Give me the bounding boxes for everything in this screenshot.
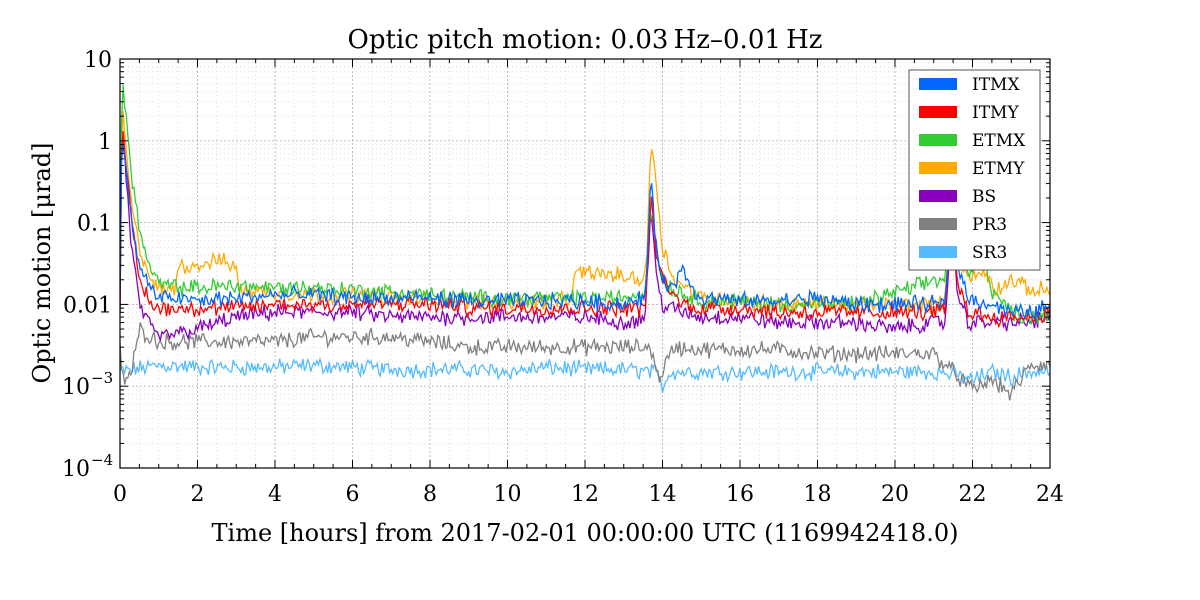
series-line-pr3: [120, 322, 1050, 401]
legend-label-bs: BS: [972, 187, 996, 207]
x-tick-label: 24: [1036, 482, 1064, 507]
y-tick-label: 1: [98, 130, 112, 155]
series-lines: [120, 84, 1050, 401]
legend-swatch-bs: [919, 190, 957, 202]
series-line-itmx: [120, 144, 1050, 320]
y-tick-label: 0.01: [63, 293, 112, 318]
y-tick-exponent: −4: [91, 451, 113, 469]
x-tick-label: 16: [726, 482, 754, 507]
x-tick-label: 18: [804, 482, 832, 507]
series-line-sr3: [120, 356, 1050, 394]
grid: [119, 58, 1051, 469]
legend-swatch-pr3: [919, 218, 957, 230]
chart-title: Optic pitch motion: 0.03 Hz–0.01 Hz: [348, 25, 823, 55]
legend-swatch-etmy: [919, 162, 957, 174]
x-tick-label: 12: [571, 482, 599, 507]
ticks: [119, 58, 1051, 469]
legend-label-itmx: ITMX: [972, 75, 1020, 95]
legend-label-etmx: ETMX: [972, 131, 1026, 151]
legend-label-itmy: ITMY: [972, 103, 1019, 123]
x-tick-label: 2: [191, 482, 205, 507]
x-tick-label: 22: [959, 482, 987, 507]
x-tick-label: 8: [423, 482, 437, 507]
x-tick-label: 14: [649, 482, 677, 507]
y-tick-label: 10: [62, 375, 90, 400]
x-axis-label: Time [hours] from 2017-02-01 00:00:00 UT…: [212, 519, 959, 547]
series-line-itmy: [120, 131, 1050, 329]
y-tick-exponent: −3: [91, 369, 113, 387]
legend-swatch-sr3: [919, 246, 957, 258]
y-tick-label: 0.1: [77, 212, 112, 237]
y-tick-label: 10: [84, 48, 112, 73]
y-axis-label: Optic motion [μrad]: [28, 143, 56, 384]
legend-label-pr3: PR3: [972, 215, 1007, 235]
legend-label-etmy: ETMY: [972, 159, 1025, 179]
x-tick-label: 0: [113, 482, 127, 507]
legend-swatch-itmx: [919, 78, 957, 90]
y-tick-label: 10: [62, 457, 90, 482]
x-tick-label: 4: [268, 482, 282, 507]
x-tick-label: 6: [346, 482, 360, 507]
x-tick-label: 20: [881, 482, 909, 507]
legend-label-sr3: SR3: [972, 243, 1007, 263]
x-tick-label: 10: [494, 482, 522, 507]
legend: ITMX ITMY ETMX ETMY BS PR3 SR3: [908, 69, 1041, 271]
legend-swatch-itmy: [919, 106, 957, 118]
legend-swatch-etmx: [919, 134, 957, 146]
